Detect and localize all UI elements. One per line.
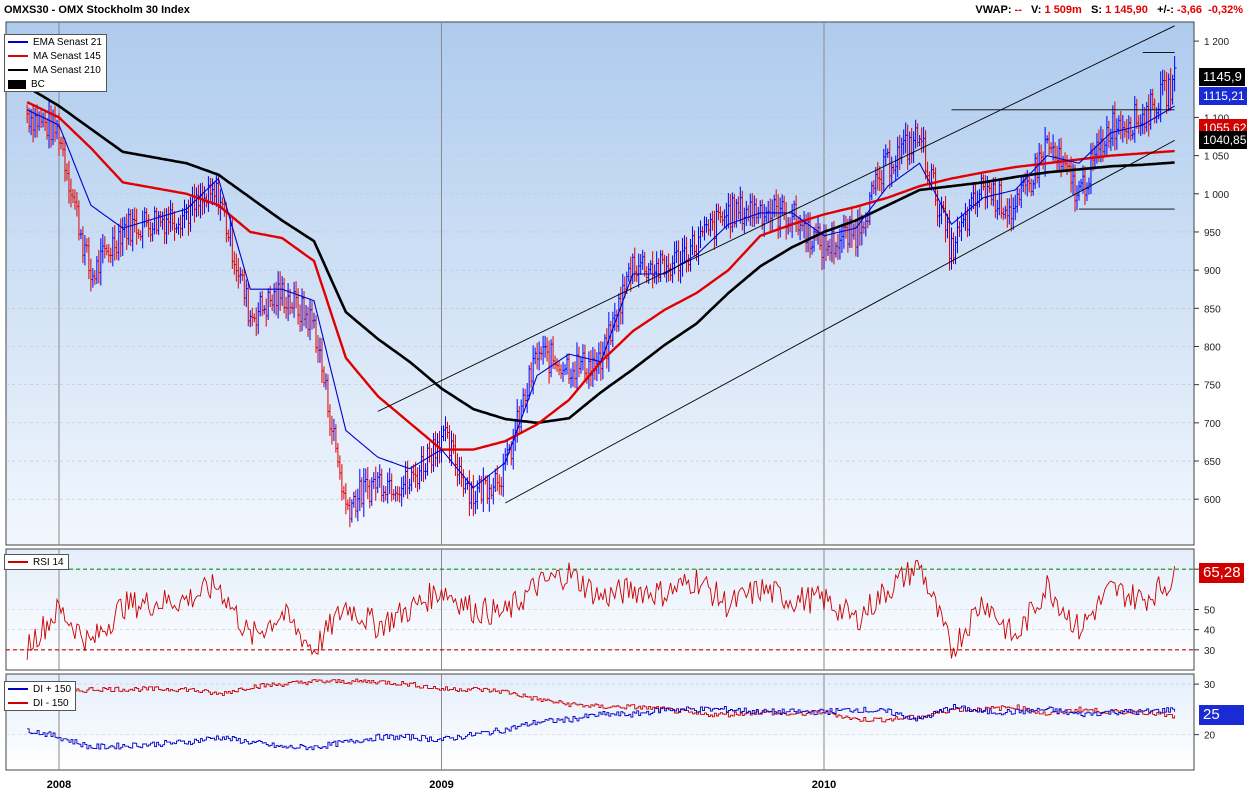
price-legend-label: MA Senast 145: [33, 50, 101, 62]
di-plus-line: [27, 704, 1176, 751]
ma210-last-badge: 1040,85: [1199, 131, 1247, 149]
rsi-legend-label: RSI 14: [33, 556, 64, 568]
price-y-tick-label: 950: [1204, 228, 1221, 239]
rsi-y-tick-label: 50: [1204, 606, 1216, 617]
price-legend-item: BC: [5, 77, 106, 91]
ema-last-badge: 1115,21: [1199, 87, 1247, 105]
rsi-legend-item: RSI 14: [5, 555, 68, 569]
price-legend: EMA Senast 21 MA Senast 145 MA Senast 210 B…: [4, 34, 107, 92]
di-legend-swatch: [8, 688, 28, 690]
channel-lower-line: [505, 139, 1175, 504]
di-legend: DI + 150 DI - 150: [4, 681, 77, 711]
di-minus-line: [27, 678, 1176, 723]
price-legend-item: MA Senast 145: [5, 49, 106, 63]
close-label: S:: [1091, 4, 1102, 16]
x-tick-label-2008: 2008: [47, 779, 71, 791]
price-y-tick-label: 1 200: [1204, 37, 1229, 48]
ema21-line: [26, 105, 1175, 489]
rsi-line: [26, 559, 1176, 660]
change-label: +/-:: [1157, 4, 1174, 16]
di-last-badge: 25: [1199, 705, 1244, 725]
di-legend-label: DI - 150: [33, 697, 69, 709]
price-y-tick-label: 600: [1204, 495, 1221, 506]
price-y-tick-label: 650: [1204, 457, 1221, 468]
di-legend-item: DI + 150: [5, 682, 75, 696]
price-y-tick-label: 1 100: [1204, 113, 1229, 124]
price-y-tick-label: 1 050: [1204, 152, 1229, 163]
di-legend-label: DI + 150: [33, 683, 72, 695]
volume-label: V:: [1031, 4, 1042, 16]
price-panel: [5, 21, 1195, 546]
price-legend-swatch: [8, 79, 26, 89]
x-tick-label-2010: 2010: [812, 779, 836, 791]
di-legend-swatch: [8, 702, 28, 704]
close-value: 1 145,90: [1105, 4, 1148, 16]
price-legend-swatch: [8, 69, 28, 71]
di-y-tick-label: 20: [1204, 731, 1216, 742]
price-y-tick-label: 700: [1204, 419, 1221, 430]
rsi-legend: RSI 14: [4, 554, 69, 570]
volume-value: 1 509m: [1044, 4, 1082, 16]
channel-upper-line: [377, 25, 1175, 412]
change-percent: -0,32%: [1208, 4, 1243, 16]
price-legend-swatch: [8, 55, 28, 57]
price-y-tick-label: 1 000: [1204, 190, 1229, 201]
rsi-last-badge: 65,28: [1199, 563, 1244, 583]
price-legend-swatch: [8, 41, 28, 43]
price-legend-label: BC: [31, 78, 45, 90]
price-legend-label: EMA Senast 21: [33, 36, 102, 48]
chart-header: OMXS30 - OMX Stockholm 30 Index VWAP: --…: [0, 0, 1247, 20]
price-y-tick-label: 900: [1204, 266, 1221, 277]
vwap-value: --: [1014, 4, 1022, 16]
rsi-y-tick-label: 30: [1204, 646, 1216, 657]
quote-summary: VWAP: -- V: 1 509m S: 1 145,90 +/-: -3,6…: [975, 4, 1243, 16]
price-last-badge: 1145,9: [1199, 68, 1245, 86]
instrument-title: OMXS30 - OMX Stockholm 30 Index: [4, 4, 190, 16]
rsi-legend-swatch: [8, 561, 28, 563]
rsi-y-tick-label: 40: [1204, 626, 1216, 637]
di-legend-item: DI - 150: [5, 696, 75, 710]
price-legend-item: MA Senast 210: [5, 63, 106, 77]
price-legend-item: EMA Senast 21: [5, 35, 106, 49]
price-legend-label: MA Senast 210: [33, 64, 101, 76]
price-y-tick-label: 850: [1204, 304, 1221, 315]
change-value: -3,66: [1176, 4, 1203, 16]
price-y-tick-label: 750: [1204, 381, 1221, 392]
x-tick-label-2009: 2009: [429, 779, 453, 791]
ma210-line: [26, 85, 1175, 425]
price-y-tick-label: 800: [1204, 342, 1221, 353]
di-y-tick-label: 30: [1204, 680, 1216, 691]
vwap-label: VWAP:: [975, 4, 1012, 16]
